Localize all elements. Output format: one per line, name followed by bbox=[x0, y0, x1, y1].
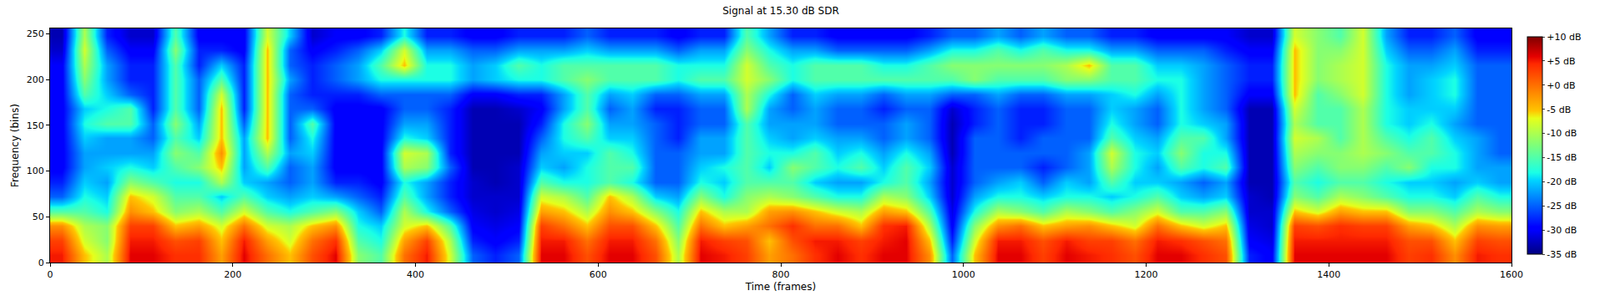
svg-text:0: 0 bbox=[38, 257, 45, 269]
svg-text:Frequency (bins): Frequency (bins) bbox=[9, 103, 21, 188]
svg-text:-35 dB: -35 dB bbox=[1546, 248, 1577, 260]
svg-text:+0 dB: +0 dB bbox=[1546, 80, 1575, 92]
svg-text:150: 150 bbox=[26, 120, 45, 132]
svg-text:100: 100 bbox=[26, 165, 45, 177]
svg-text:1600: 1600 bbox=[1499, 268, 1524, 280]
svg-text:+10 dB: +10 dB bbox=[1546, 31, 1581, 43]
svg-text:Time (frames): Time (frames) bbox=[744, 280, 816, 293]
svg-text:+5 dB: +5 dB bbox=[1546, 55, 1575, 67]
svg-text:1200: 1200 bbox=[1134, 268, 1159, 280]
svg-text:1400: 1400 bbox=[1316, 268, 1341, 280]
svg-text:200: 200 bbox=[223, 268, 242, 280]
svg-text:-30 dB: -30 dB bbox=[1546, 224, 1577, 236]
svg-text:1000: 1000 bbox=[951, 268, 976, 280]
svg-text:600: 600 bbox=[589, 268, 608, 280]
svg-text:50: 50 bbox=[32, 211, 45, 223]
svg-text:-10 dB: -10 dB bbox=[1546, 127, 1577, 139]
svg-text:250: 250 bbox=[26, 28, 45, 40]
svg-text:-15 dB: -15 dB bbox=[1546, 151, 1577, 163]
svg-text:-25 dB: -25 dB bbox=[1546, 200, 1577, 212]
svg-text:800: 800 bbox=[772, 268, 790, 280]
svg-text:Signal at 15.30 dB SDR: Signal at 15.30 dB SDR bbox=[722, 5, 840, 17]
svg-text:400: 400 bbox=[406, 268, 425, 280]
svg-text:-5 dB: -5 dB bbox=[1546, 104, 1571, 116]
svg-text:0: 0 bbox=[47, 268, 54, 280]
svg-text:-20 dB: -20 dB bbox=[1546, 176, 1577, 188]
svg-text:200: 200 bbox=[26, 74, 45, 86]
